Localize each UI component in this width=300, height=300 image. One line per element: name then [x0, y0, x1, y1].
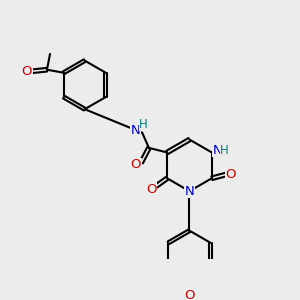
Text: O: O: [146, 183, 156, 196]
Text: O: O: [22, 65, 32, 78]
Text: O: O: [130, 158, 141, 171]
Text: O: O: [226, 168, 236, 181]
Text: N: N: [212, 143, 222, 157]
Text: N: N: [131, 124, 140, 137]
Text: H: H: [220, 143, 229, 157]
Text: O: O: [184, 290, 195, 300]
Text: H: H: [140, 118, 148, 131]
Text: N: N: [184, 185, 194, 198]
